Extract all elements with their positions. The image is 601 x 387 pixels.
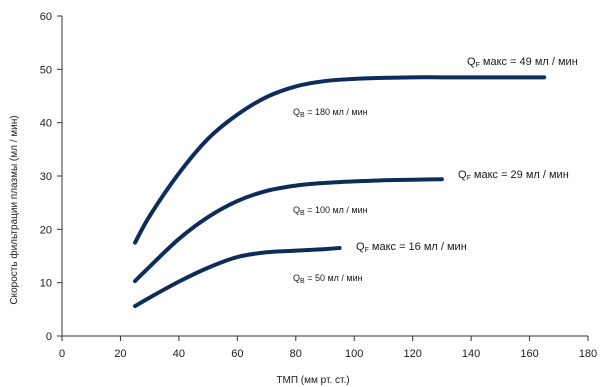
x-tick-label: 40 [173,348,185,360]
series-annotation: QF макс = 49 мл / мин [467,56,578,69]
y-tick-label: 30 [40,171,52,183]
annotation-text: = 100 мл / мин [305,205,368,215]
annotation-subscript: F [467,175,471,182]
x-tick-label: 20 [114,348,126,360]
annotation-symbol: Q [356,241,365,253]
series-annotation: QF макс = 16 мл / мин [356,241,467,254]
y-tick-label: 60 [40,11,52,23]
x-tick-label: 140 [462,348,480,360]
x-tick-label: 180 [579,348,597,360]
x-tick-label: 160 [520,348,538,360]
annotation-symbol: Q [467,56,476,68]
y-tick-label: 20 [40,224,52,236]
x-tick-label: 100 [345,348,363,360]
y-tick-label: 50 [40,64,52,76]
series-annotation: QB = 180 мл / мин [293,107,368,119]
series-line-3 [133,246,342,309]
y-tick-label: 10 [40,278,52,290]
x-axis-title: ТМП (мм рт. ст.) [276,375,349,386]
annotation-text: макс = 16 мл / мин [369,241,467,253]
annotation-subscript: B [300,278,305,285]
series-annotation: QB = 50 мл / мин [293,273,363,285]
annotation-symbol: Q [293,107,300,117]
series-line-2 [133,177,444,284]
x-tick-label: 0 [59,348,65,360]
y-tick-label: 0 [46,331,52,343]
series-annotation: QF макс = 29 мл / мин [458,169,569,182]
x-tick-label: 60 [231,348,243,360]
series-line-1 [133,75,547,245]
x-tick-label: 120 [403,348,421,360]
x-tick-label: 80 [290,348,302,360]
annotation-subscript: F [476,62,480,69]
annotation-text: = 180 мл / мин [305,107,368,117]
annotation-symbol: Q [293,273,300,283]
annotation-symbol: Q [293,205,300,215]
ticks: 0 20 40 60 80 100 120 140 160 180 0 10 20 30 40 50 60 [40,11,597,360]
annotation-symbol: Q [458,169,467,181]
annotation-text: макс = 29 мл / мин [471,169,569,181]
annotation-subscript: F [365,247,369,254]
series-annotation: QB = 100 мл / мин [293,205,368,217]
annotation-subscript: B [300,112,305,119]
series-group [133,75,547,309]
annotation-text: макс = 49 мл / мин [480,56,578,68]
y-tick-label: 40 [40,118,52,130]
annotation-subscript: B [300,210,305,217]
annotation-text: = 50 мл / мин [305,273,363,283]
y-axis-title: Скорость фильтрации плазмы (мл / мин) [8,115,20,304]
